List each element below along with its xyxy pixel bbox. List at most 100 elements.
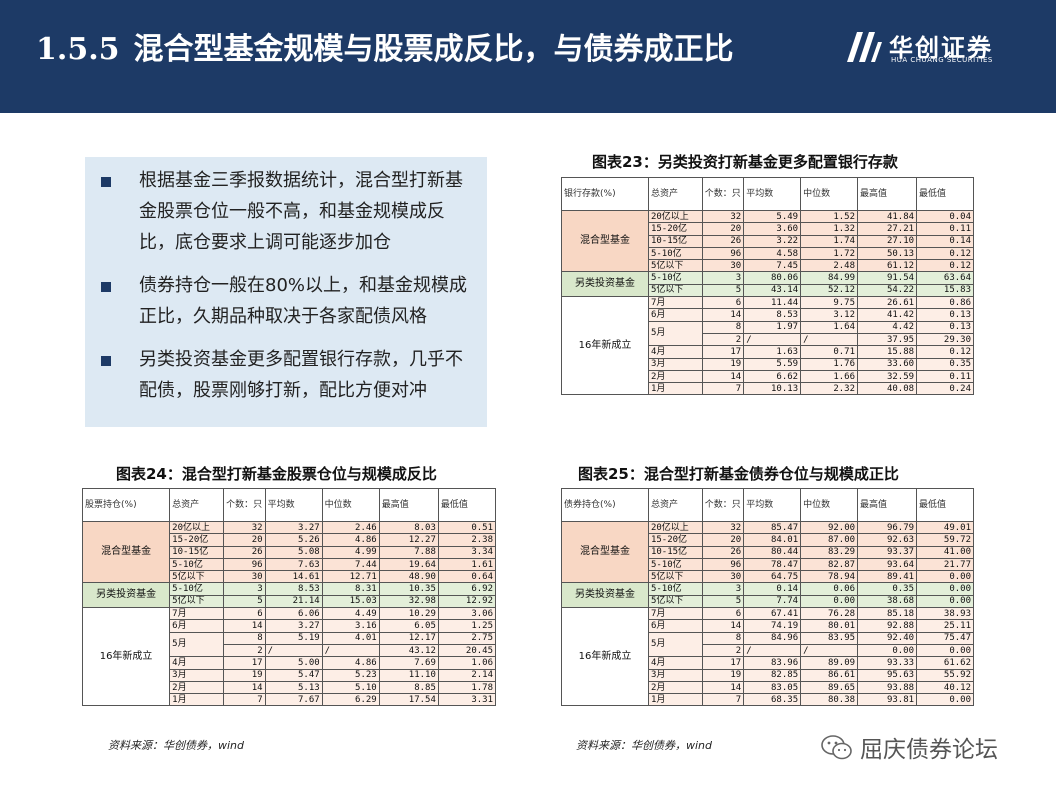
bullet-box: 根据基金三季报数据统计，混合型打新基金股票仓位一般不高，和基金规模成反比，底仓要…: [85, 157, 487, 427]
table-cell: 6: [701, 607, 745, 621]
row-label: 6月: [647, 619, 703, 633]
table-cell: 19.64: [378, 557, 439, 572]
table-cell: 4.58: [743, 246, 802, 261]
table-cell: 0.12: [916, 259, 974, 273]
column-header: 最高值: [378, 488, 439, 522]
table-cell: 84.01: [743, 533, 802, 547]
row-label: 15-20亿: [169, 533, 225, 547]
table-cell: 38.68: [857, 594, 918, 609]
table-cell: 15.88: [857, 345, 918, 359]
table-cell: 0.00: [916, 643, 974, 658]
table-row: 10-15亿 26 3.22 1.74 27.10 0.14: [562, 234, 974, 248]
table-cell: 1.74: [800, 234, 859, 248]
table-cell: 5: [223, 594, 266, 609]
table-cell: 0.13: [916, 308, 974, 322]
table-cell: 38.93: [916, 607, 974, 621]
group-label: 另类投资基金: [561, 582, 649, 609]
row-label: 4月: [169, 656, 225, 670]
table-cell: 52.12: [800, 283, 859, 298]
table-cell: /: [800, 643, 859, 658]
logo-en-text: HUA CHUANG SECURITIES: [891, 56, 993, 64]
table-cell: 0.00: [857, 643, 918, 658]
table-cell: 0.11: [916, 222, 974, 236]
table-cell: 5.23: [321, 668, 380, 682]
table-cell: 12.27: [378, 533, 439, 547]
row-label: 5-10亿: [169, 557, 225, 572]
table-cell: 64.75: [743, 570, 802, 584]
table-cell: 29.30: [916, 332, 974, 347]
table-cell: 6.06: [264, 607, 323, 621]
table-cell: 1.61: [437, 557, 497, 572]
table-cell: 1.52: [800, 209, 859, 224]
row-label: 6月: [169, 619, 225, 633]
table-23-caption: 图表23：另类投资打新基金更多配置银行存款: [592, 153, 898, 171]
bullet-square-icon: [101, 177, 111, 187]
table-cell: 92.40: [857, 631, 918, 645]
table-cell: 43.12: [378, 643, 439, 658]
table-cell: 8.53: [743, 308, 802, 322]
row-label: 5-10亿: [647, 582, 703, 596]
table-cell: 10.35: [378, 582, 439, 596]
wechat-icon: [821, 735, 852, 760]
table-cell: 83.29: [800, 545, 859, 559]
table-cell: 84.99: [800, 271, 859, 285]
table-cell: 83.96: [743, 656, 802, 670]
column-header: 债券持仓(%): [561, 488, 649, 522]
group-label: 另类投资基金: [81, 582, 171, 609]
table-cell: 32: [701, 520, 745, 535]
row-label: 15-20亿: [647, 222, 703, 236]
slide-header: 1.5.5 混合型基金规模与股票成反比，与债券成正比 华创证券 HUA CHUAN…: [0, 0, 1056, 113]
row-label: 5-10亿: [647, 271, 703, 285]
table-cell: 1.06: [437, 656, 497, 670]
table-row: 6月 14 3.27 3.16 6.05 1.25: [83, 619, 497, 633]
table-cell: 48.90: [378, 570, 439, 584]
table-row: 另类投资基金 5-10亿 3 0.14 0.06 0.35 0.00: [561, 582, 974, 609]
table-25-source: 资料来源：华创债券，wind: [576, 739, 713, 752]
table-cell: 95.63: [857, 668, 918, 682]
table-cell: 0.12: [916, 345, 974, 359]
table-row: 另类投资基金 5-10亿 3 8.53 8.31 10.35 6.92: [81, 582, 497, 609]
table-cell: 0.64: [437, 570, 497, 584]
table-cell: 5.59: [743, 357, 802, 371]
table-cell: 6.92: [437, 582, 497, 596]
table-row: 4月 17 83.96 89.09 93.33 61.62: [562, 656, 974, 670]
table-cell: /: [743, 643, 802, 658]
table-cell: 19: [701, 357, 745, 371]
table-cell: 7.63: [264, 557, 323, 572]
table-cell: 30: [223, 570, 266, 584]
table-row: 15-20亿 20 3.60 1.32 27.21 0.11: [562, 222, 974, 236]
table-cell: 5.49: [743, 209, 802, 224]
table-cell: 76.28: [800, 607, 859, 621]
row-label: 20亿以上: [647, 209, 703, 224]
table-cell: 1.78: [437, 680, 497, 695]
table-cell: 3.60: [743, 222, 802, 236]
row-label: 5亿以下: [647, 594, 703, 609]
table-cell: 5.26: [264, 533, 323, 547]
row-label: 4月: [647, 656, 703, 670]
table-cell: 0.51: [437, 520, 497, 535]
table-cell: 6: [223, 607, 266, 621]
table-cell: 3.31: [437, 693, 497, 707]
table-cell: 37.95: [857, 332, 918, 347]
column-header: 中位数: [321, 488, 380, 522]
table-cell: 1.97: [743, 320, 802, 334]
table-cell: 80.06: [743, 271, 802, 285]
table-cell: 3.22: [743, 234, 802, 248]
table-cell: 80.38: [800, 693, 859, 707]
table-row: 2//0.00 0.00: [562, 643, 974, 658]
column-header: 最低值: [916, 488, 974, 522]
table-cell: /: [743, 332, 802, 347]
table-cell: 82.87: [800, 557, 859, 572]
table-cell: 14: [223, 680, 266, 695]
table-cell: 12.17: [378, 631, 439, 645]
table-cell: 93.88: [857, 680, 918, 695]
table-cell: 3.27: [264, 619, 323, 633]
table-cell: 14: [701, 680, 745, 695]
row-label: 5亿以下: [647, 570, 703, 584]
table-cell: 5.10: [321, 680, 380, 695]
table-cell: 8.85: [378, 680, 439, 695]
table-cell: 91.54: [857, 271, 918, 285]
table-cell: 3.12: [800, 308, 859, 322]
bullet-text: 另类投资基金更多配置银行存款，几乎不配债，股票刚够打新，配比方便对冲: [139, 349, 463, 401]
table-cell: 21.77: [916, 557, 974, 572]
